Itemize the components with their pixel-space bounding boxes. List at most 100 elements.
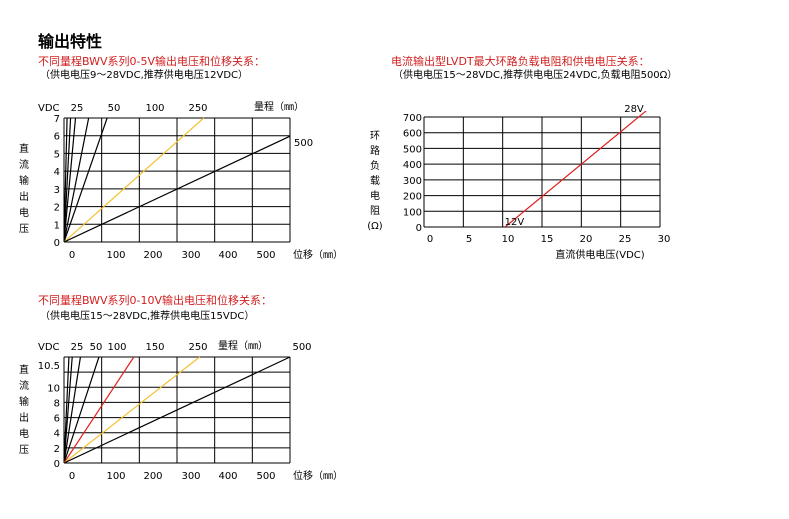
y-unit-label: VDC: [38, 103, 60, 114]
x-tick-label: 25: [619, 234, 632, 245]
series-label: 28V: [624, 104, 644, 115]
range-label: 量程（㎜）: [218, 340, 268, 352]
series-range-label: 25: [71, 342, 84, 353]
series-range-label: 50: [108, 103, 121, 114]
y-tick-label: 6: [54, 132, 60, 143]
series-line: [64, 356, 73, 463]
series-line: [64, 117, 108, 242]
x-tick-label: 300: [181, 250, 200, 261]
y-tick-label: 300: [403, 176, 422, 187]
chart1-note: （供电电压9～28VDC,推荐供电电压12VDC）: [40, 70, 249, 81]
y-tick-label: 10.5: [38, 361, 60, 372]
y-tick-label: 10: [47, 383, 60, 394]
series-range-label: 150: [145, 342, 164, 353]
y-tick-label: 700: [403, 113, 422, 124]
x-tick-label: 100: [106, 250, 125, 261]
series-line: [64, 117, 205, 242]
y-tick-label: 400: [403, 160, 422, 171]
y-axis-label-char: 载: [370, 175, 380, 187]
y-tick-label: 0: [54, 238, 60, 249]
series-line: [64, 117, 72, 242]
series-line: [64, 356, 135, 463]
chart1-caption: 不同量程BWV系列0-5V输出电压和位移关系：: [38, 55, 266, 68]
y-axis-label-char: 压: [19, 223, 29, 235]
y-axis-label-char: 出: [19, 190, 29, 203]
x-tick-label: 30: [658, 234, 671, 245]
series-range-label: 100: [145, 103, 164, 114]
y-tick-label: 100: [403, 207, 422, 218]
series-line: [64, 117, 90, 242]
x-tick-label: 200: [143, 250, 162, 261]
y-axis-label-char: 流: [19, 379, 29, 392]
y-axis-label-char: 输: [19, 395, 29, 408]
y-tick-label: 2: [54, 203, 60, 214]
x-tick-label: 0: [69, 471, 75, 482]
chart2-note: （供电电压15～28VDC,推荐供电电压24VDC,负载电阻500Ω）: [393, 70, 678, 81]
y-tick-label: 4: [54, 167, 60, 178]
y-tick-label: 2: [54, 444, 60, 455]
x-tick-label: 300: [181, 471, 200, 482]
x-tick-label: 5: [466, 234, 472, 245]
chart-1: [63, 117, 291, 243]
chart-3: [63, 356, 291, 464]
x-tick-label: 200: [143, 471, 162, 482]
series-range-label: 250: [188, 103, 207, 114]
x-tick-label: 100: [106, 471, 125, 482]
y-axis-label-char: 阻: [370, 205, 380, 217]
x-axis-label: 位移（㎜）: [293, 469, 343, 482]
x-axis-label: 直流供电电压(VDC): [555, 248, 644, 261]
y-axis-label-char: 输: [19, 174, 29, 187]
y-axis-label-char: 压: [19, 444, 29, 456]
y-tick-label: 6: [54, 414, 60, 425]
y-axis-label-char: 路: [370, 144, 380, 157]
x-axis-label: 位移（㎜）: [293, 248, 343, 261]
y-axis-label-char: 直: [19, 142, 29, 155]
annotation-label: 12V: [505, 217, 525, 228]
series-range-label: 25: [71, 103, 84, 114]
x-tick-label: 0: [69, 250, 75, 261]
chart-2: [423, 111, 661, 228]
y-axis-label-char: 出: [19, 411, 29, 424]
series-line: [504, 111, 647, 227]
series-line: [64, 356, 291, 463]
y-tick-label: 4: [54, 429, 60, 440]
x-tick-label: 20: [580, 234, 593, 245]
y-tick-label: 0: [416, 223, 422, 234]
y-tick-label: 5: [54, 149, 60, 160]
y-tick-label: 3: [54, 185, 60, 196]
x-tick-label: 400: [218, 250, 237, 261]
x-tick-label: 500: [256, 471, 275, 482]
y-tick-label: 200: [403, 192, 422, 203]
page-title: 输出特性: [38, 32, 103, 51]
y-tick-label: 600: [403, 129, 422, 140]
x-tick-label: 500: [256, 250, 275, 261]
y-tick-label: 8: [54, 398, 60, 409]
x-tick-label: 400: [218, 471, 237, 482]
series-line: [64, 135, 291, 242]
series-range-label: 500: [294, 138, 313, 149]
series-range-label: 100: [107, 342, 126, 353]
y-tick-label: 7: [54, 114, 60, 125]
series-line: [64, 117, 77, 242]
y-axis-label-char: 环: [370, 131, 380, 142]
y-axis-label-char: 电: [19, 206, 29, 219]
chart3-note: （供电电压15～28VDC,推荐供电电压15VDC）: [40, 311, 255, 322]
y-axis-label-char: 电: [19, 427, 29, 440]
series-range-label: 500: [292, 342, 311, 353]
x-tick-label: 10: [502, 234, 515, 245]
y-axis-label-char: 流: [19, 158, 29, 171]
x-tick-label: 0: [427, 234, 433, 245]
y-unit-label: VDC: [38, 342, 60, 353]
y-tick-label: 500: [403, 144, 422, 155]
range-label: 量程（㎜）: [254, 101, 304, 113]
x-tick-label: 15: [541, 234, 554, 245]
series-range-label: 50: [90, 342, 103, 353]
series-range-label: 250: [188, 342, 207, 353]
y-axis-label-char: 负: [370, 159, 380, 172]
y-axis-label-char: (Ω): [367, 221, 383, 232]
chart3-caption: 不同量程BWV系列0-10V输出电压和位移关系：: [38, 294, 273, 307]
series-line: [64, 356, 100, 463]
series-line: [64, 356, 82, 463]
y-axis-label-char: 电: [370, 189, 380, 202]
